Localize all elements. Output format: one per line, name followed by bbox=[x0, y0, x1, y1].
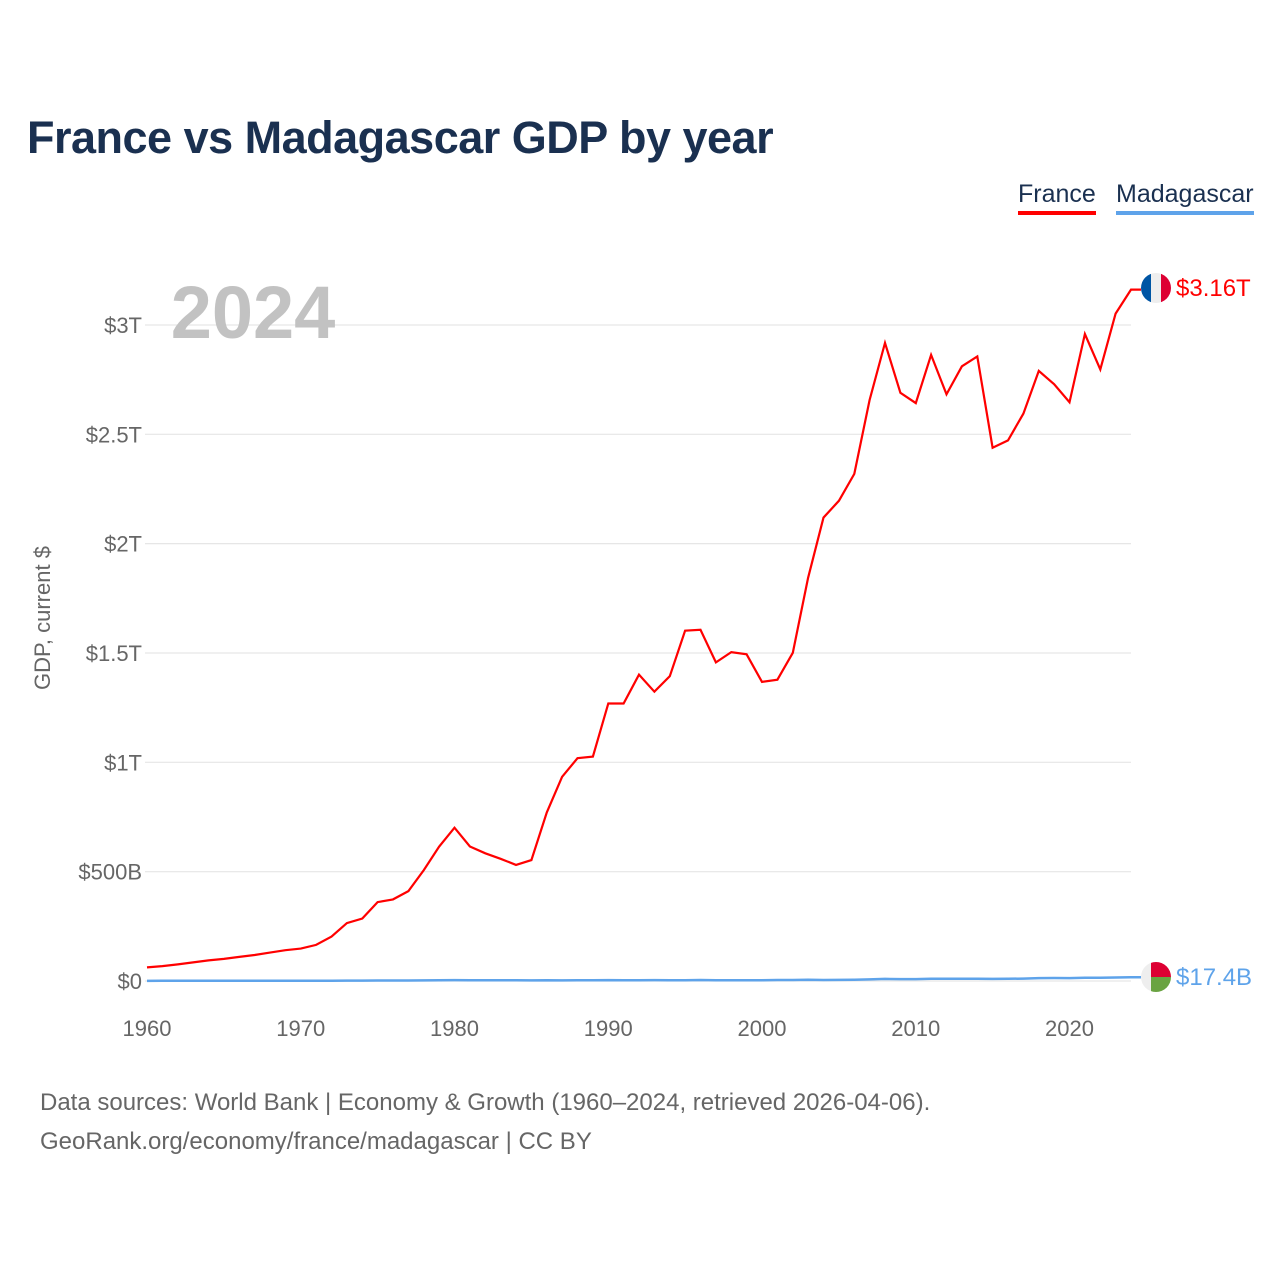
legend-france[interactable]: France bbox=[1018, 180, 1096, 215]
y-tick-label: $3T bbox=[104, 313, 142, 338]
x-tick-label: 1990 bbox=[584, 1016, 633, 1041]
y-tick-label: $500B bbox=[78, 860, 142, 885]
x-tick-label: 2020 bbox=[1045, 1016, 1094, 1041]
y-axis-label: GDP, current $ bbox=[30, 546, 55, 690]
source-line-1: Data sources: World Bank | Economy & Gro… bbox=[40, 1089, 931, 1116]
y-tick-label: $0 bbox=[118, 969, 142, 994]
x-tick-label: 1980 bbox=[430, 1016, 479, 1041]
y-tick-label: $2.5T bbox=[86, 422, 142, 447]
x-tick-label: 1960 bbox=[123, 1016, 172, 1041]
y-tick-label: $1T bbox=[104, 750, 142, 775]
chart-title: France vs Madagascar GDP by year bbox=[27, 112, 774, 163]
france-flag-icon bbox=[1141, 273, 1171, 303]
end-label-france: $3.16T bbox=[1176, 275, 1251, 302]
x-tick-label: 1970 bbox=[276, 1016, 325, 1041]
x-tick-label: 2010 bbox=[891, 1016, 940, 1041]
year-overlay: 2024 bbox=[171, 271, 336, 354]
source-line-2[interactable]: GeoRank.org/economy/france/madagascar | … bbox=[40, 1128, 592, 1155]
end-label-madagascar: $17.4B bbox=[1176, 964, 1252, 991]
y-tick-label: $1.5T bbox=[86, 641, 142, 666]
x-tick-label: 2000 bbox=[738, 1016, 787, 1041]
series-line-madagascar bbox=[146, 975, 1141, 983]
madagascar-flag-icon bbox=[1141, 962, 1171, 992]
legend-madagascar[interactable]: Madagascar bbox=[1116, 180, 1254, 215]
series-line-france bbox=[146, 288, 1141, 969]
y-tick-label: $2T bbox=[104, 532, 142, 557]
source-note: Data sources: World Bank | Economy & Gro… bbox=[40, 1083, 930, 1161]
chart-area: $0 $500B $1T $1.5T $2T $2.5T $3T 1960 1970 1980 1… bbox=[30, 271, 1252, 1041]
